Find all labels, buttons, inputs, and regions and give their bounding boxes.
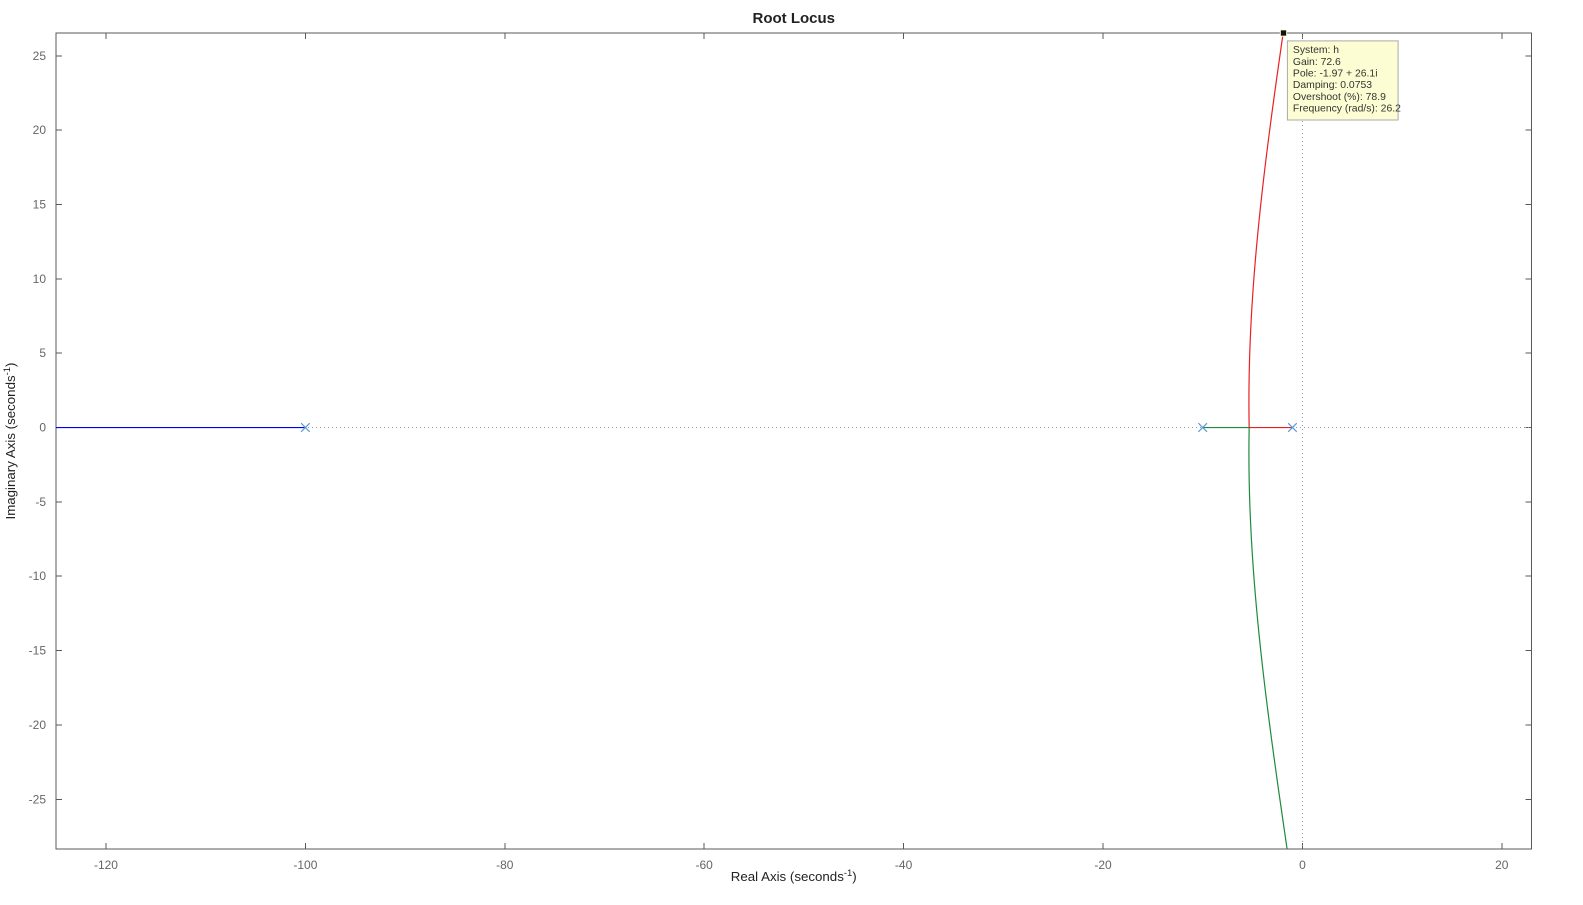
svg-text:Pole: -1.97 + 26.1i: Pole: -1.97 + 26.1i [1293,69,1378,80]
svg-text:Damping: 0.0753: Damping: 0.0753 [1293,80,1372,91]
svg-text:20: 20 [1495,858,1509,872]
svg-text:Imaginary Axis (seconds-1): Imaginary Axis (seconds-1) [2,362,19,519]
svg-text:15: 15 [33,197,47,211]
svg-text:-15: -15 [29,644,47,658]
svg-text:Root Locus: Root Locus [753,10,836,27]
svg-text:-80: -80 [496,858,514,872]
svg-text:Real Axis (seconds-1): Real Axis (seconds-1) [731,868,857,885]
svg-text:-20: -20 [1094,858,1112,872]
svg-text:-40: -40 [895,858,913,872]
svg-text:-25: -25 [29,792,47,806]
svg-text:-120: -120 [94,858,118,872]
svg-text:25: 25 [33,49,47,63]
svg-text:-60: -60 [696,858,714,872]
svg-text:5: 5 [39,346,46,360]
svg-text:10: 10 [33,272,47,286]
svg-text:0: 0 [1299,858,1306,872]
svg-text:System: h: System: h [1293,45,1339,56]
svg-text:-100: -100 [293,858,317,872]
svg-text:Frequency (rad/s): 26.2: Frequency (rad/s): 26.2 [1293,103,1401,114]
svg-text:Overshoot (%): 78.9: Overshoot (%): 78.9 [1293,92,1386,103]
svg-text:-20: -20 [29,718,47,732]
svg-text:0: 0 [39,421,46,435]
svg-text:Gain: 72.6: Gain: 72.6 [1293,57,1341,68]
svg-text:-10: -10 [29,569,47,583]
svg-text:-5: -5 [35,495,46,509]
svg-text:20: 20 [33,123,47,137]
